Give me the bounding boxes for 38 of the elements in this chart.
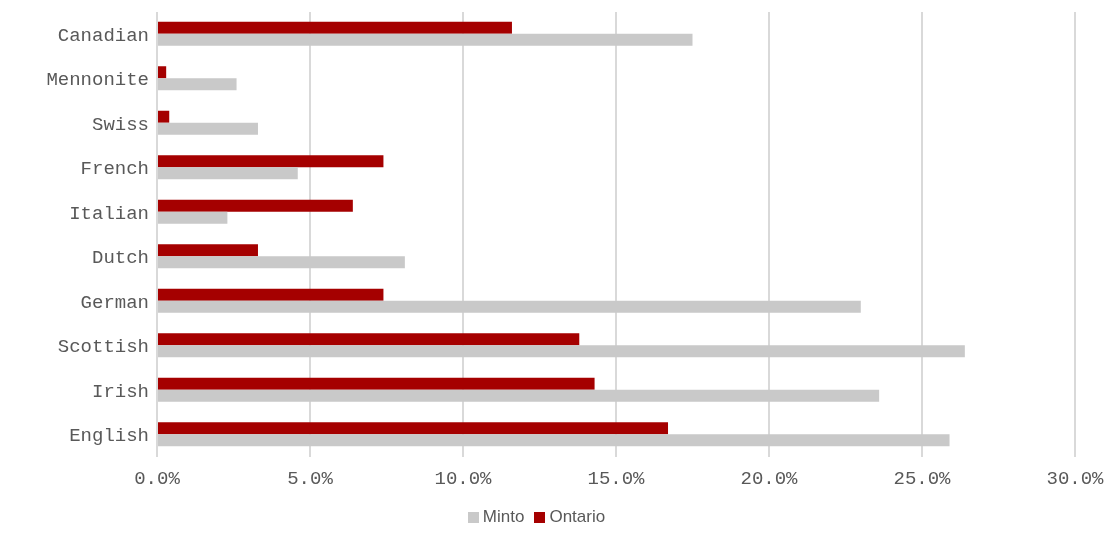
bar xyxy=(157,155,384,168)
y-tick-label: German xyxy=(80,291,149,314)
x-tick-label: 20.0% xyxy=(740,468,799,491)
bar xyxy=(157,434,950,447)
y-tick-label: Swiss xyxy=(91,114,149,136)
y-tick-label: English xyxy=(69,425,149,448)
bar xyxy=(157,377,595,390)
bar xyxy=(157,110,170,123)
y-tick-label: French xyxy=(80,158,149,181)
bar xyxy=(157,333,580,346)
bar xyxy=(157,211,228,224)
bar xyxy=(157,244,258,257)
y-tick-label: Irish xyxy=(91,380,149,403)
x-tick-label: 15.0% xyxy=(587,468,646,491)
bar xyxy=(157,422,669,435)
legend-label: Ontario xyxy=(549,507,606,526)
bar xyxy=(157,122,258,135)
bar xyxy=(157,167,298,180)
y-tick-label: Mennonite xyxy=(46,69,149,92)
bar xyxy=(157,199,353,212)
x-tick-label: 0.0% xyxy=(134,468,181,491)
bar xyxy=(157,345,965,358)
legend-label: Minto xyxy=(482,507,525,526)
bar xyxy=(157,78,237,91)
y-tick-label: Canadian xyxy=(57,24,149,47)
x-tick-label: 5.0% xyxy=(287,468,334,491)
x-tick-label: 30.0% xyxy=(1046,468,1105,491)
bar xyxy=(157,256,405,269)
x-tick-label: 25.0% xyxy=(893,468,952,491)
bar xyxy=(157,288,384,301)
x-tick-label: 10.0% xyxy=(434,468,493,491)
bar xyxy=(157,33,693,46)
y-tick-label: Dutch xyxy=(91,247,149,270)
bar xyxy=(157,21,512,34)
y-tick-label: Scottish xyxy=(57,336,149,359)
y-tick-label: Italian xyxy=(69,202,149,225)
bar xyxy=(157,389,880,402)
bar xyxy=(157,300,861,313)
